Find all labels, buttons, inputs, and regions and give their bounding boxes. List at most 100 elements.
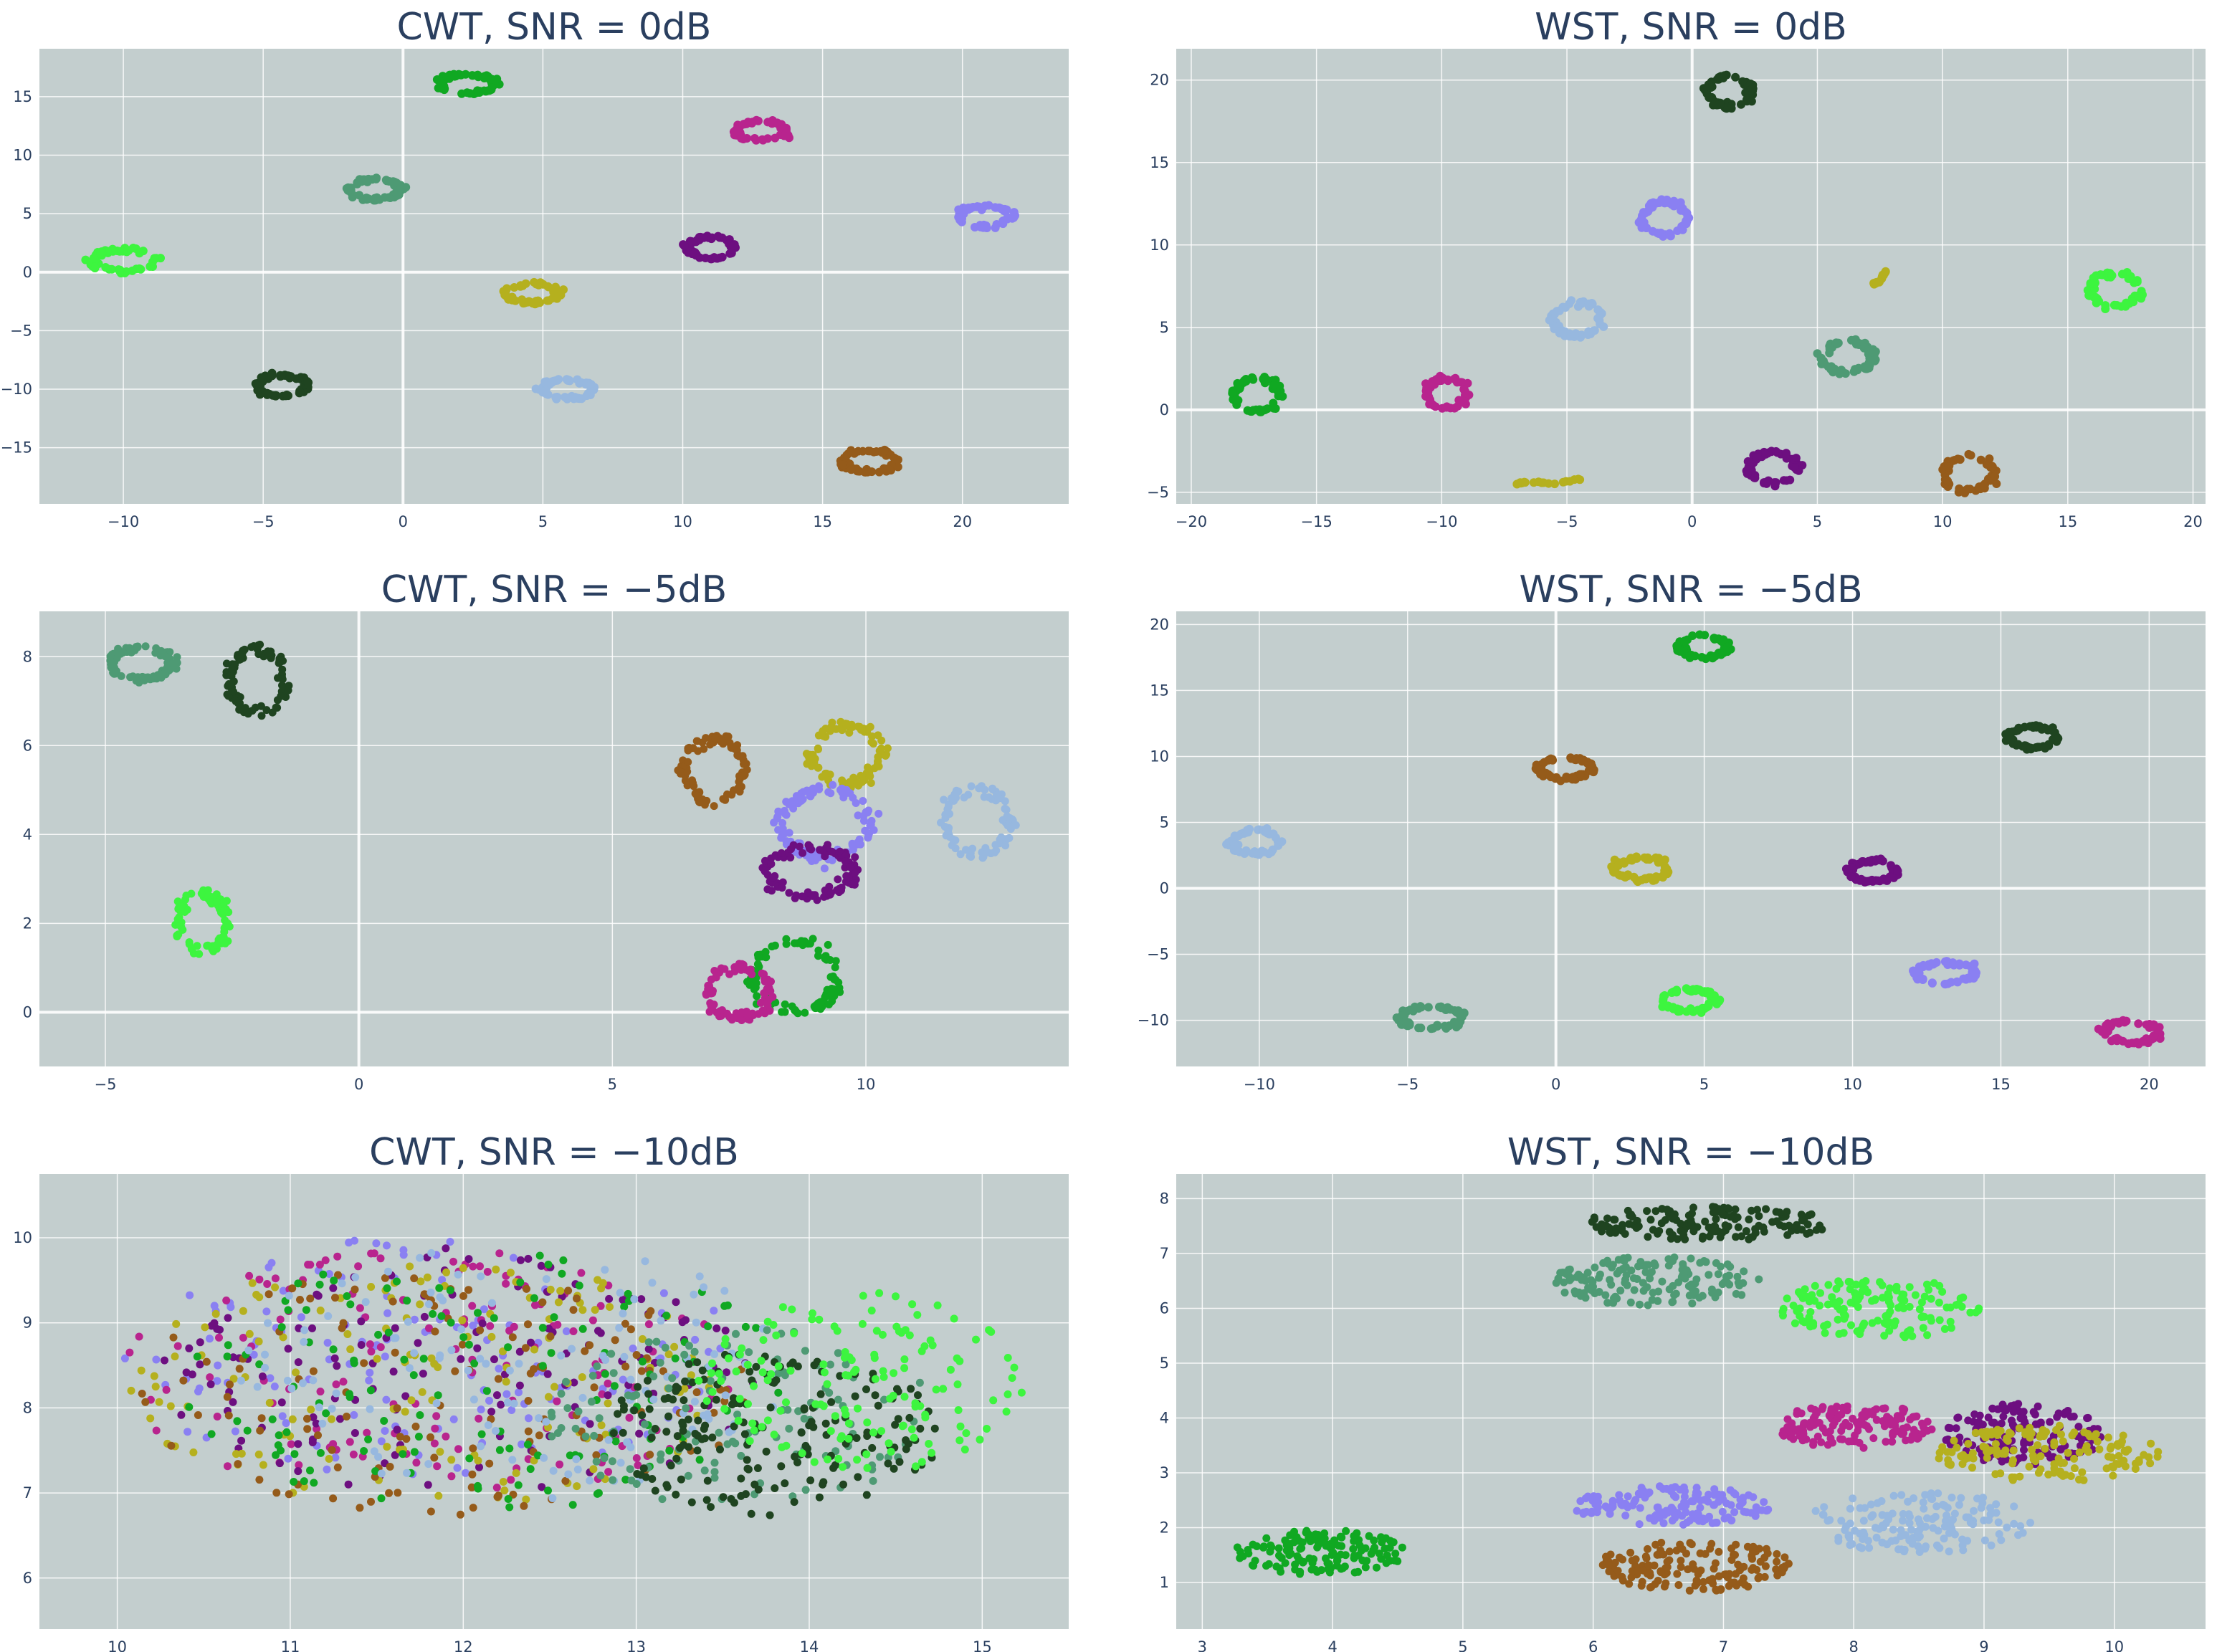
- data-point: [1811, 1412, 1819, 1421]
- data-point: [620, 1302, 629, 1311]
- x-tick-label: −5: [94, 1076, 116, 1093]
- data-point: [735, 1395, 744, 1403]
- data-point: [1414, 1023, 1424, 1033]
- data-point: [1785, 1425, 1793, 1433]
- data-point: [604, 1391, 612, 1400]
- data-point: [1748, 1206, 1755, 1215]
- data-point: [475, 1414, 483, 1423]
- data-point: [814, 731, 823, 740]
- data-point: [700, 1466, 709, 1475]
- data-point: [485, 1396, 493, 1405]
- data-point: [895, 1327, 903, 1335]
- data-point: [377, 1494, 386, 1503]
- data-point: [801, 1486, 810, 1494]
- data-point: [750, 1426, 758, 1435]
- data-point: [989, 1396, 998, 1405]
- data-point: [418, 1388, 426, 1396]
- data-point: [761, 866, 769, 875]
- data-point: [710, 1350, 719, 1358]
- data-point: [1782, 449, 1791, 458]
- data-point: [684, 746, 692, 755]
- data-point: [819, 1478, 828, 1486]
- data-point: [1953, 977, 1962, 986]
- data-point: [222, 659, 231, 668]
- data-point: [1571, 1289, 1580, 1298]
- data-point: [177, 902, 186, 911]
- x-tick-label: −5: [252, 513, 275, 530]
- data-point: [733, 1014, 742, 1023]
- data-point: [682, 1316, 690, 1324]
- data-point: [1550, 479, 1559, 489]
- data-point: [763, 1001, 772, 1010]
- data-point: [743, 134, 751, 143]
- data-point: [403, 1297, 411, 1305]
- data-point: [670, 1342, 679, 1351]
- data-point: [804, 1444, 811, 1453]
- data-point: [224, 1341, 232, 1350]
- data-point: [588, 1316, 597, 1324]
- cluster: [1699, 70, 1758, 113]
- data-point: [781, 1479, 789, 1488]
- data-point: [826, 1360, 834, 1369]
- data-point: [1853, 366, 1862, 375]
- x-tick-label: 20: [2140, 1076, 2159, 1093]
- data-point: [2132, 276, 2142, 285]
- data-point: [128, 244, 138, 252]
- data-point: [343, 186, 353, 195]
- data-point: [859, 1291, 867, 1300]
- data-point: [589, 1465, 598, 1474]
- data-point: [711, 254, 720, 263]
- data-point: [510, 283, 519, 292]
- cluster: [1228, 373, 1287, 416]
- data-point: [629, 1345, 637, 1352]
- cluster: [802, 717, 892, 792]
- data-point: [505, 1327, 514, 1335]
- data-point: [1644, 1233, 1652, 1241]
- data-point: [687, 1371, 695, 1380]
- data-point: [557, 1351, 566, 1360]
- data-point: [871, 1375, 879, 1383]
- data-point: [330, 1276, 338, 1285]
- data-point: [271, 1274, 280, 1283]
- data-point: [1651, 1207, 1660, 1216]
- data-point: [351, 1285, 359, 1294]
- data-point: [1453, 377, 1462, 386]
- data-point: [155, 1398, 163, 1406]
- data-point: [282, 1419, 290, 1428]
- data-point: [1691, 985, 1700, 994]
- data-point: [634, 1461, 642, 1469]
- data-point: [695, 798, 703, 806]
- data-point: [874, 1401, 882, 1410]
- x-tick-label: 7: [1719, 1638, 1728, 1652]
- data-point: [1571, 329, 1580, 338]
- data-point: [846, 863, 854, 872]
- data-point: [833, 1327, 841, 1335]
- data-point: [712, 1324, 721, 1332]
- data-point: [346, 1300, 355, 1309]
- data-point: [429, 1309, 437, 1318]
- data-point: [249, 1350, 258, 1359]
- panel-title: CWT, SNR = −10dB: [369, 1131, 739, 1174]
- data-point: [253, 1383, 262, 1391]
- y-tick-label: 6: [23, 737, 32, 754]
- data-point: [1927, 1294, 1935, 1303]
- data-point: [475, 1463, 483, 1471]
- cluster: [1742, 447, 1807, 491]
- data-point: [721, 1327, 730, 1335]
- data-point: [356, 1304, 364, 1312]
- cluster: [1392, 1002, 1469, 1033]
- data-point: [1823, 1320, 1831, 1329]
- data-point: [747, 1509, 755, 1518]
- data-point: [407, 1396, 416, 1405]
- data-point: [1731, 1205, 1740, 1213]
- data-point: [609, 1476, 617, 1484]
- data-point: [118, 247, 128, 256]
- data-point: [594, 1327, 602, 1335]
- data-point: [2110, 1036, 2120, 1044]
- data-point: [204, 941, 212, 950]
- data-point: [816, 1390, 825, 1398]
- data-point: [406, 1262, 414, 1271]
- data-point: [1424, 1003, 1433, 1012]
- data-point: [1966, 1308, 1975, 1317]
- data-point: [593, 1276, 602, 1284]
